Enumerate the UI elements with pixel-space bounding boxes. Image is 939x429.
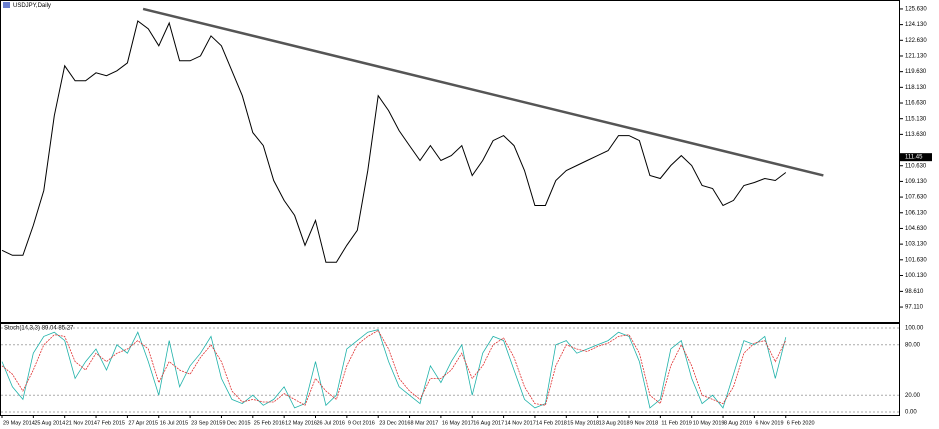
x-tick-label: 16 Aug 2017 bbox=[473, 420, 504, 426]
x-tick-label: 10 May 2019 bbox=[693, 420, 725, 426]
y-tick-label: 80.00 bbox=[905, 342, 921, 348]
y-tick-label: 97.110 bbox=[905, 305, 924, 311]
y-tick-label: 122.630 bbox=[905, 38, 927, 44]
x-tick-label: 12 May 2016 bbox=[285, 420, 317, 426]
x-tick-label: 23 Dec 2016 bbox=[379, 420, 410, 426]
trend-line bbox=[142, 7, 824, 177]
x-tick-label: 8 Mar 2017 bbox=[411, 420, 439, 426]
oscillator-line bbox=[1, 329, 787, 406]
x-tick-label: 27 Apr 2015 bbox=[128, 420, 158, 426]
x-tick-label: 14 Nov 2017 bbox=[505, 420, 536, 426]
y-tick-label: 116.630 bbox=[905, 101, 927, 107]
y-tick-label: 109.130 bbox=[905, 179, 927, 185]
last-price-box bbox=[900, 153, 932, 162]
y-tick-label: 113.630 bbox=[905, 132, 927, 138]
y-tick-label: 0.00 bbox=[905, 410, 917, 416]
x-tick-label: 8 Aug 2019 bbox=[724, 420, 752, 426]
y-tick-label: 118.130 bbox=[905, 85, 927, 91]
y-tick-label: 121.130 bbox=[905, 54, 927, 60]
y-tick-label: 115.130 bbox=[905, 116, 927, 122]
x-tick-label: 9 Dec 2015 bbox=[222, 420, 250, 426]
y-tick-label: 100.00 bbox=[905, 326, 924, 332]
y-tick-label: 103.130 bbox=[905, 242, 927, 248]
last-price-label: 111.45 bbox=[905, 155, 923, 161]
x-tick-label: 6 Feb 2020 bbox=[787, 420, 815, 426]
x-tick-label: 9 Oct 2016 bbox=[348, 420, 375, 426]
chart-title: USDJPY,Daily bbox=[13, 3, 51, 9]
x-tick-label: 11 Feb 2019 bbox=[661, 420, 691, 426]
x-tick-label: 16 Jul 2015 bbox=[160, 420, 188, 426]
x-tick-label: 9 Nov 2018 bbox=[630, 420, 658, 426]
y-tick-label: 20.00 bbox=[905, 393, 921, 399]
x-tick-label: 16 May 2017 bbox=[442, 420, 474, 426]
y-tick-label: 119.630 bbox=[905, 69, 927, 75]
y-tick-label: 107.630 bbox=[905, 195, 927, 201]
oscillator-line bbox=[1, 329, 787, 409]
y-tick-label: 104.630 bbox=[905, 226, 927, 232]
y-tick-label: 98.610 bbox=[905, 289, 924, 295]
price-line bbox=[1, 20, 787, 263]
oscillator-title: Stoch(14,3,3) 89.04 85.27 bbox=[4, 326, 74, 332]
x-tick-label: 13 Aug 2018 bbox=[599, 420, 630, 426]
x-tick-label: 29 May 2014 bbox=[3, 420, 35, 426]
x-tick-label: 21 Nov 2014 bbox=[66, 420, 97, 426]
y-tick-label: 101.630 bbox=[905, 257, 927, 263]
y-tick-label: 106.130 bbox=[905, 210, 927, 216]
x-tick-label: 15 May 2018 bbox=[567, 420, 599, 426]
y-tick-label: 124.130 bbox=[905, 22, 927, 28]
oscillator-frame bbox=[0, 323, 900, 416]
x-tick-label: 23 Sep 2015 bbox=[191, 420, 222, 426]
y-tick-label: 110.630 bbox=[905, 163, 927, 169]
symbol-icon bbox=[3, 2, 10, 8]
y-tick-label: 100.130 bbox=[905, 273, 927, 279]
x-tick-label: 14 Feb 2018 bbox=[536, 420, 567, 426]
x-tick-label: 25 Feb 2016 bbox=[254, 420, 285, 426]
x-tick-label: 26 Jul 2016 bbox=[317, 420, 345, 426]
main-frame bbox=[0, 0, 900, 323]
y-tick-label: 125.630 bbox=[905, 7, 927, 13]
x-tick-label: 7 Feb 2015 bbox=[97, 420, 125, 426]
x-tick-label: 25 Aug 2014 bbox=[34, 420, 65, 426]
x-tick-label: 6 Nov 2019 bbox=[755, 420, 783, 426]
